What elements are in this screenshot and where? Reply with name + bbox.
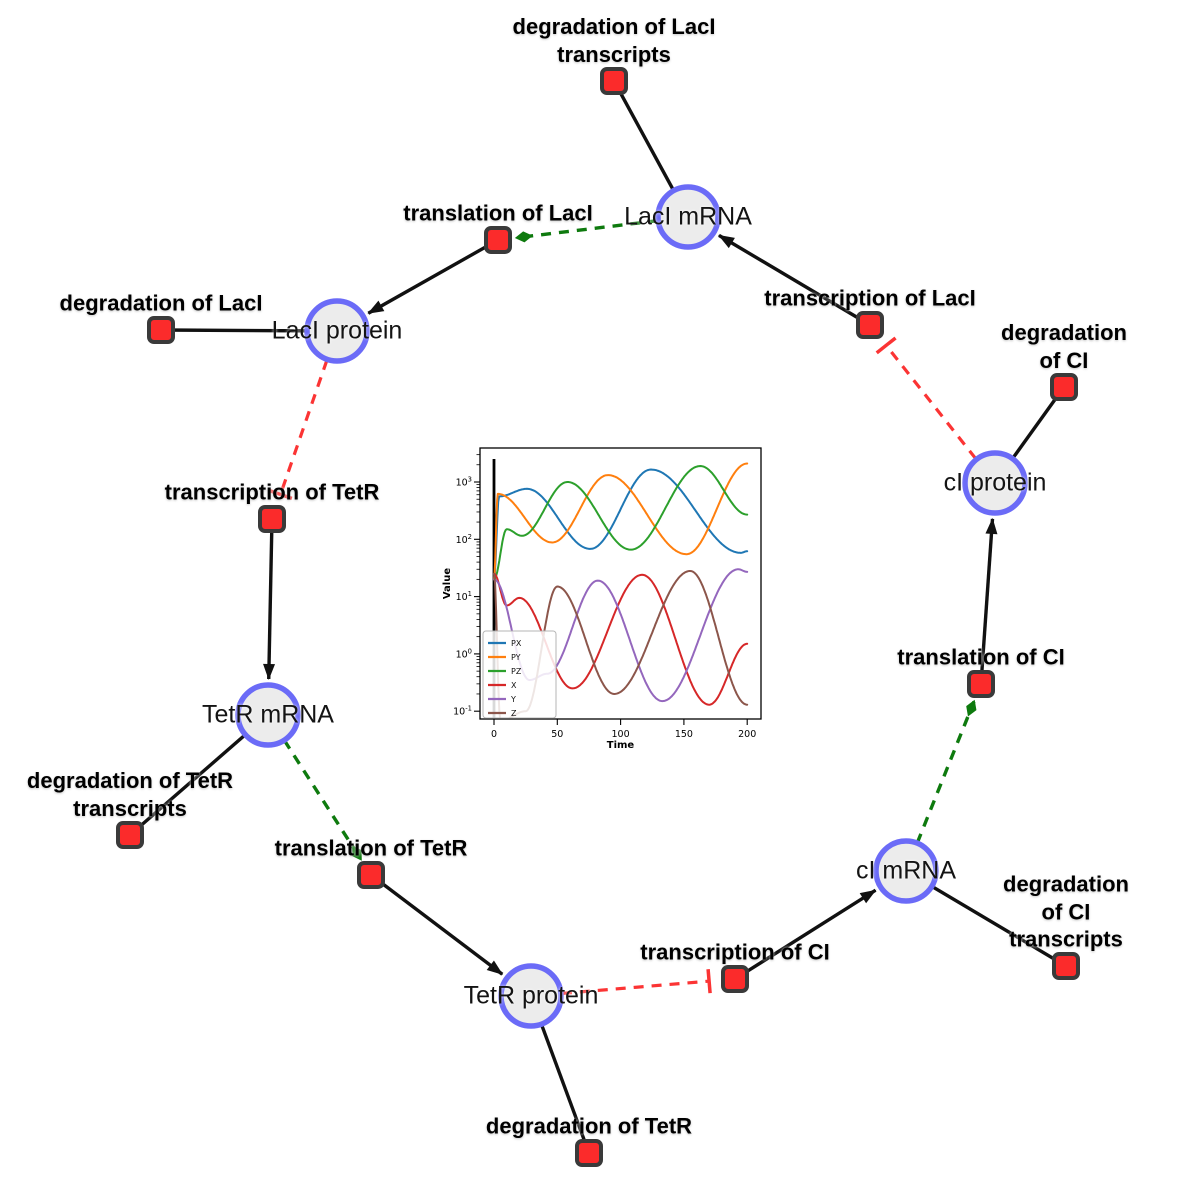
x-tick-label: 100 (612, 729, 630, 740)
x-tick-label: 200 (738, 729, 756, 740)
y-axis-label: Value (442, 568, 453, 599)
y-tick-label: 100 (456, 647, 472, 660)
series-line-py (493, 462, 749, 581)
y-tick-label: 10-1 (453, 705, 472, 718)
legend-item-z: Z (511, 709, 517, 718)
edge-production-txn-tetr--tetr-mrna (263, 518, 276, 681)
legend: PX PY PZ XYZ (482, 630, 557, 719)
edge-catalysis-ci-mrna--transl-ci (915, 699, 977, 844)
edge-inhibition-ci-protein--txn-laci (875, 336, 978, 460)
reaction-node-txn-ci (721, 965, 749, 993)
legend-item-py: PY (511, 653, 521, 662)
x-tick-label: 0 (491, 729, 497, 740)
y-tick-label: 102 (456, 533, 472, 546)
series-line-px (493, 468, 749, 581)
reaction-node-transl-tetr (357, 861, 385, 889)
series-layer (493, 462, 749, 719)
reaction-node-deg-tetr (575, 1139, 603, 1167)
edge-production-transl-tetr--tetr-protein (369, 873, 504, 976)
edge-inhibition-laci-protein--txn-tetr (268, 359, 329, 501)
edge-production-transl-ci--ci-protein (979, 517, 998, 685)
edge-production-txn-laci--laci-mrna (718, 233, 871, 327)
species-node-ci-mrna (873, 838, 939, 904)
species-node-laci-mrna (655, 184, 721, 250)
reaction-node-txn-tetr (258, 505, 286, 533)
edge-inhibition-tetr-protein--txn-ci (561, 969, 712, 996)
reaction-node-transl-laci (484, 226, 512, 254)
species-node-tetr-mrna (235, 682, 301, 748)
species-node-laci-protein (304, 298, 370, 364)
x-axis-label: Time (607, 740, 635, 751)
y-tick-label: 101 (456, 590, 472, 603)
edge-production-transl-laci--laci-protein (367, 238, 499, 315)
reaction-node-deg-laci (147, 316, 175, 344)
reaction-node-txn-laci (856, 311, 884, 339)
nodes-layer (116, 67, 1080, 1167)
legend-item-pz: PZ (511, 667, 522, 676)
species-node-tetr-protein (498, 963, 564, 1029)
x-tick-label: 50 (551, 729, 563, 740)
edge-catalysis-tetr-mrna--transl-tetr (282, 739, 363, 861)
reaction-node-deg-ci-tx (1052, 952, 1080, 980)
legend-item-px: PX (511, 639, 522, 648)
x-tick-label: 150 (675, 729, 693, 740)
edge-catalysis-laci-mrna--transl-laci (514, 218, 659, 243)
reaction-node-deg-tetr-tx (116, 821, 144, 849)
legend-box (482, 630, 557, 719)
legend-item-y: Y (510, 695, 516, 704)
series-line-pz (493, 465, 749, 581)
edge-production-txn-ci--ci-mrna (734, 888, 877, 981)
plot-frame (479, 447, 762, 720)
series-line-x (493, 572, 749, 706)
reaction-node-deg-laci-tx (600, 67, 628, 95)
y-tick-label: 103 (456, 476, 472, 489)
legend-item-x: X (511, 681, 517, 690)
species-node-ci-protein (962, 450, 1028, 516)
reaction-node-transl-ci (967, 670, 995, 698)
reaction-node-deg-ci (1050, 373, 1078, 401)
